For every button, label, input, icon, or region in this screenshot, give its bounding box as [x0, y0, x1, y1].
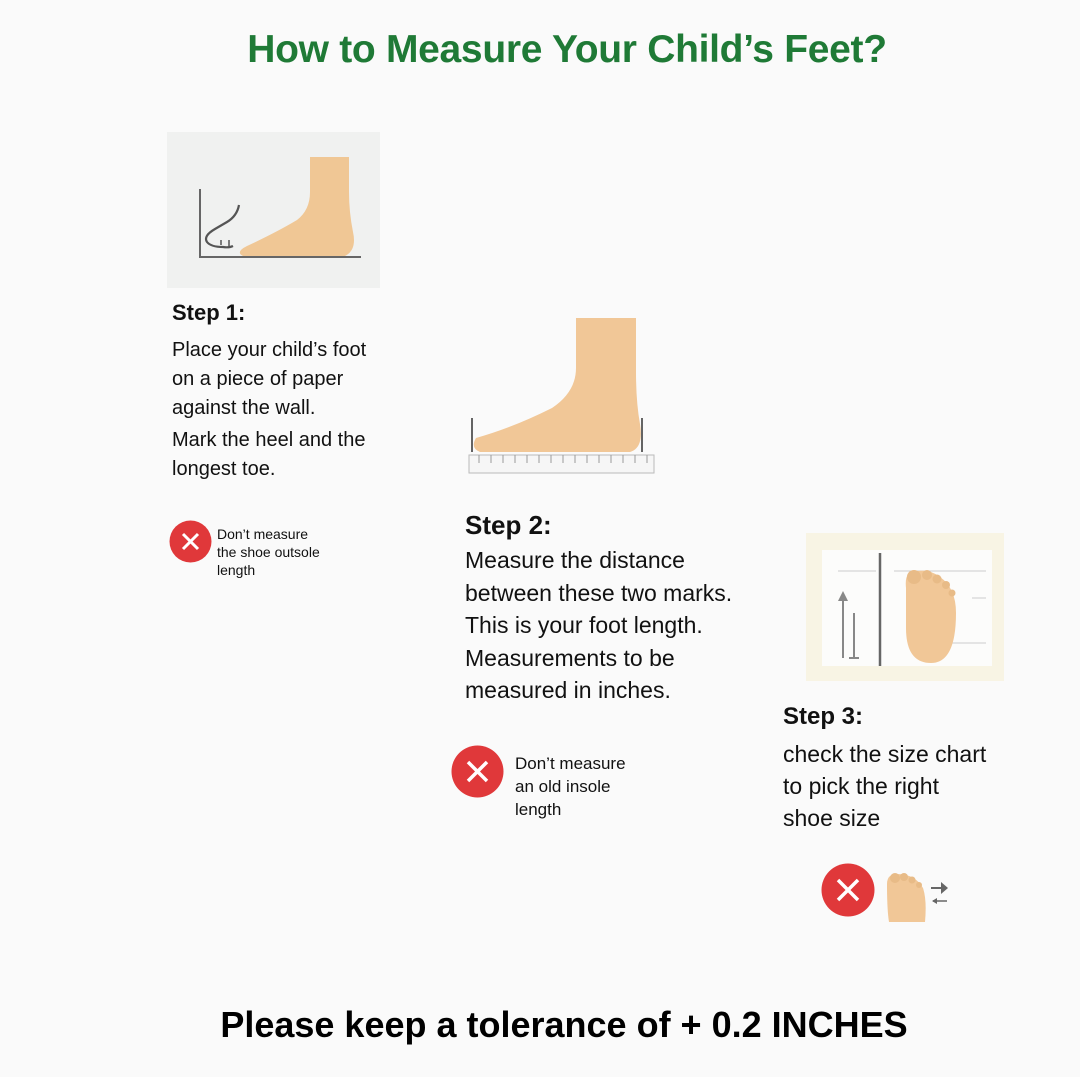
foot-on-ruler-icon	[468, 318, 655, 474]
step3-line: shoe size	[783, 805, 881, 831]
warning-line: Don’t measure	[217, 526, 309, 542]
step3-illustration	[806, 533, 1004, 681]
step2-heading: Step 2:	[465, 510, 552, 540]
warning-line: an old insole	[515, 777, 611, 796]
step1-line: Mark the heel and the	[172, 429, 366, 451]
step2-line: Measurements to be	[465, 644, 675, 671]
x-circle-icon	[169, 520, 212, 563]
step1-line: against the wall.	[172, 397, 316, 419]
size-chart-foot-icon	[822, 550, 992, 666]
warning-line: the shoe outsole	[217, 544, 320, 560]
warning-line: length	[217, 562, 256, 578]
step1-warning: Don’t measure the shoe outsole length	[217, 525, 320, 579]
step1-text: Place your child’s foot on a piece of pa…	[172, 336, 366, 484]
step3-heading: Step 3:	[783, 703, 864, 730]
step3-text: check the size chart to pick the right s…	[783, 738, 986, 834]
warning-line: Don’t measure	[515, 754, 626, 773]
step1-illustration	[167, 132, 380, 288]
step2-line: measured in inches.	[465, 677, 671, 703]
step2-illustration	[462, 312, 662, 482]
step3-line: check the size chart	[783, 741, 987, 767]
x-circle-icon	[821, 863, 875, 917]
step2-text: Measure the distance between these two m…	[465, 544, 732, 707]
step2-line: between these two marks.	[465, 579, 733, 606]
x-circle-icon	[451, 745, 504, 798]
step2-line: This is your foot length.	[465, 612, 703, 638]
foot-against-wall-icon	[199, 157, 361, 258]
step1-line: longest toe.	[172, 458, 276, 480]
step1-heading: Step 1:	[172, 300, 246, 325]
foot-fit-icon	[885, 870, 951, 924]
step1-line: Place your child’s foot	[172, 339, 367, 361]
tolerance-note: Please keep a tolerance of + 0.2 INCHES	[220, 1004, 908, 1045]
step2-warning: Don’t measure an old insole length	[515, 752, 626, 821]
page-title: How to Measure Your Child’s Feet?	[247, 28, 887, 71]
warning-line: length	[515, 800, 562, 819]
step2-line: Measure the distance	[465, 547, 685, 573]
step1-line: on a piece of paper	[172, 368, 344, 390]
step3-line: to pick the right	[783, 773, 939, 799]
